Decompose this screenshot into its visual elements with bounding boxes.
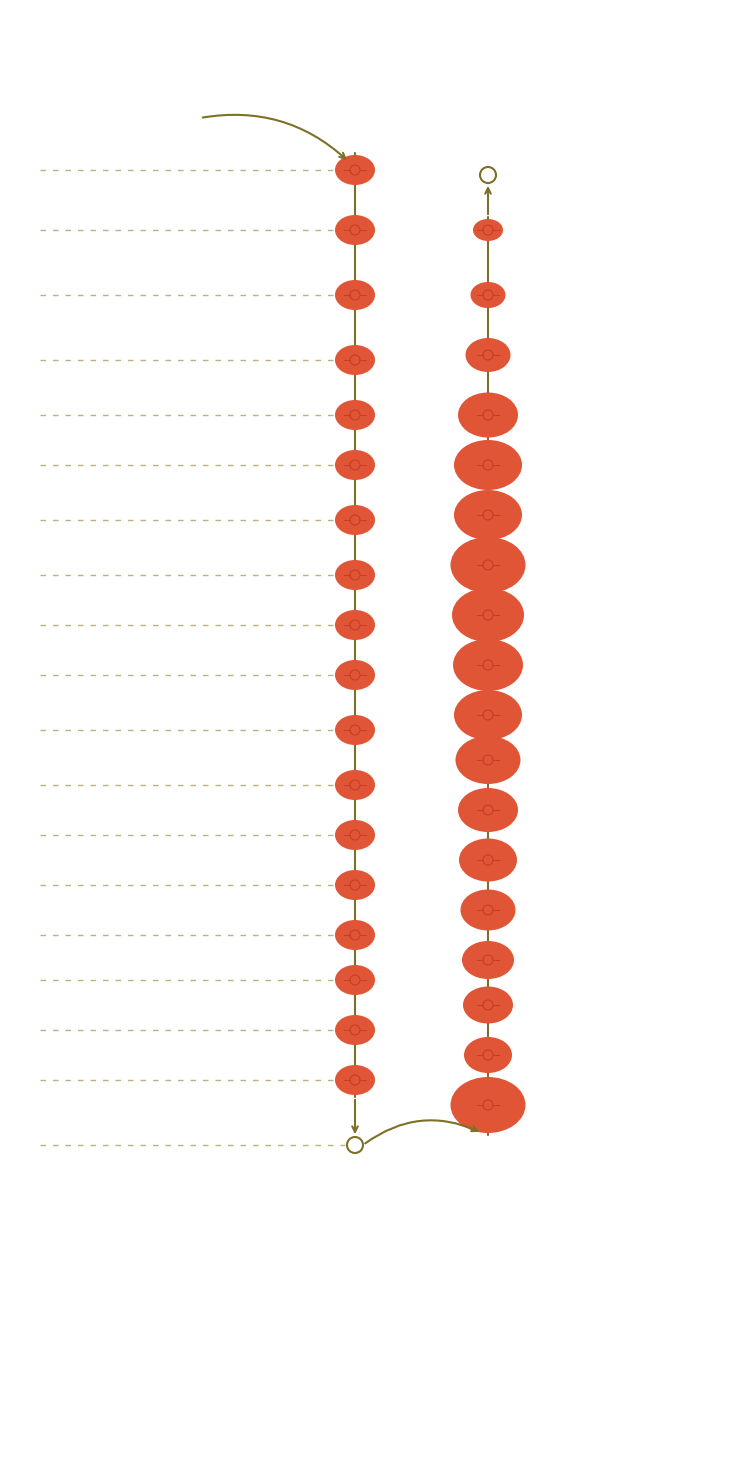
Ellipse shape: [454, 690, 522, 740]
Ellipse shape: [335, 660, 375, 690]
Ellipse shape: [454, 440, 522, 490]
Ellipse shape: [462, 941, 514, 978]
Ellipse shape: [335, 715, 375, 744]
Ellipse shape: [335, 965, 375, 995]
Ellipse shape: [335, 870, 375, 900]
Ellipse shape: [335, 155, 375, 185]
Ellipse shape: [335, 215, 375, 246]
Ellipse shape: [335, 1015, 375, 1045]
Ellipse shape: [453, 639, 523, 691]
Ellipse shape: [458, 787, 518, 832]
Ellipse shape: [335, 450, 375, 480]
Ellipse shape: [335, 820, 375, 850]
Ellipse shape: [464, 1037, 512, 1073]
Ellipse shape: [460, 889, 515, 931]
Ellipse shape: [470, 283, 506, 308]
Ellipse shape: [451, 537, 526, 593]
Ellipse shape: [335, 1066, 375, 1095]
Ellipse shape: [335, 505, 375, 534]
Ellipse shape: [335, 921, 375, 950]
Ellipse shape: [455, 736, 520, 784]
Ellipse shape: [335, 770, 375, 801]
Ellipse shape: [335, 559, 375, 591]
Ellipse shape: [335, 345, 375, 374]
Ellipse shape: [335, 610, 375, 639]
Ellipse shape: [454, 490, 522, 540]
Ellipse shape: [335, 280, 375, 309]
Ellipse shape: [466, 337, 511, 371]
Ellipse shape: [335, 400, 375, 431]
Ellipse shape: [463, 987, 513, 1024]
Ellipse shape: [459, 839, 517, 882]
Ellipse shape: [473, 219, 503, 241]
Ellipse shape: [452, 588, 524, 642]
Ellipse shape: [458, 392, 518, 438]
Ellipse shape: [451, 1077, 526, 1134]
